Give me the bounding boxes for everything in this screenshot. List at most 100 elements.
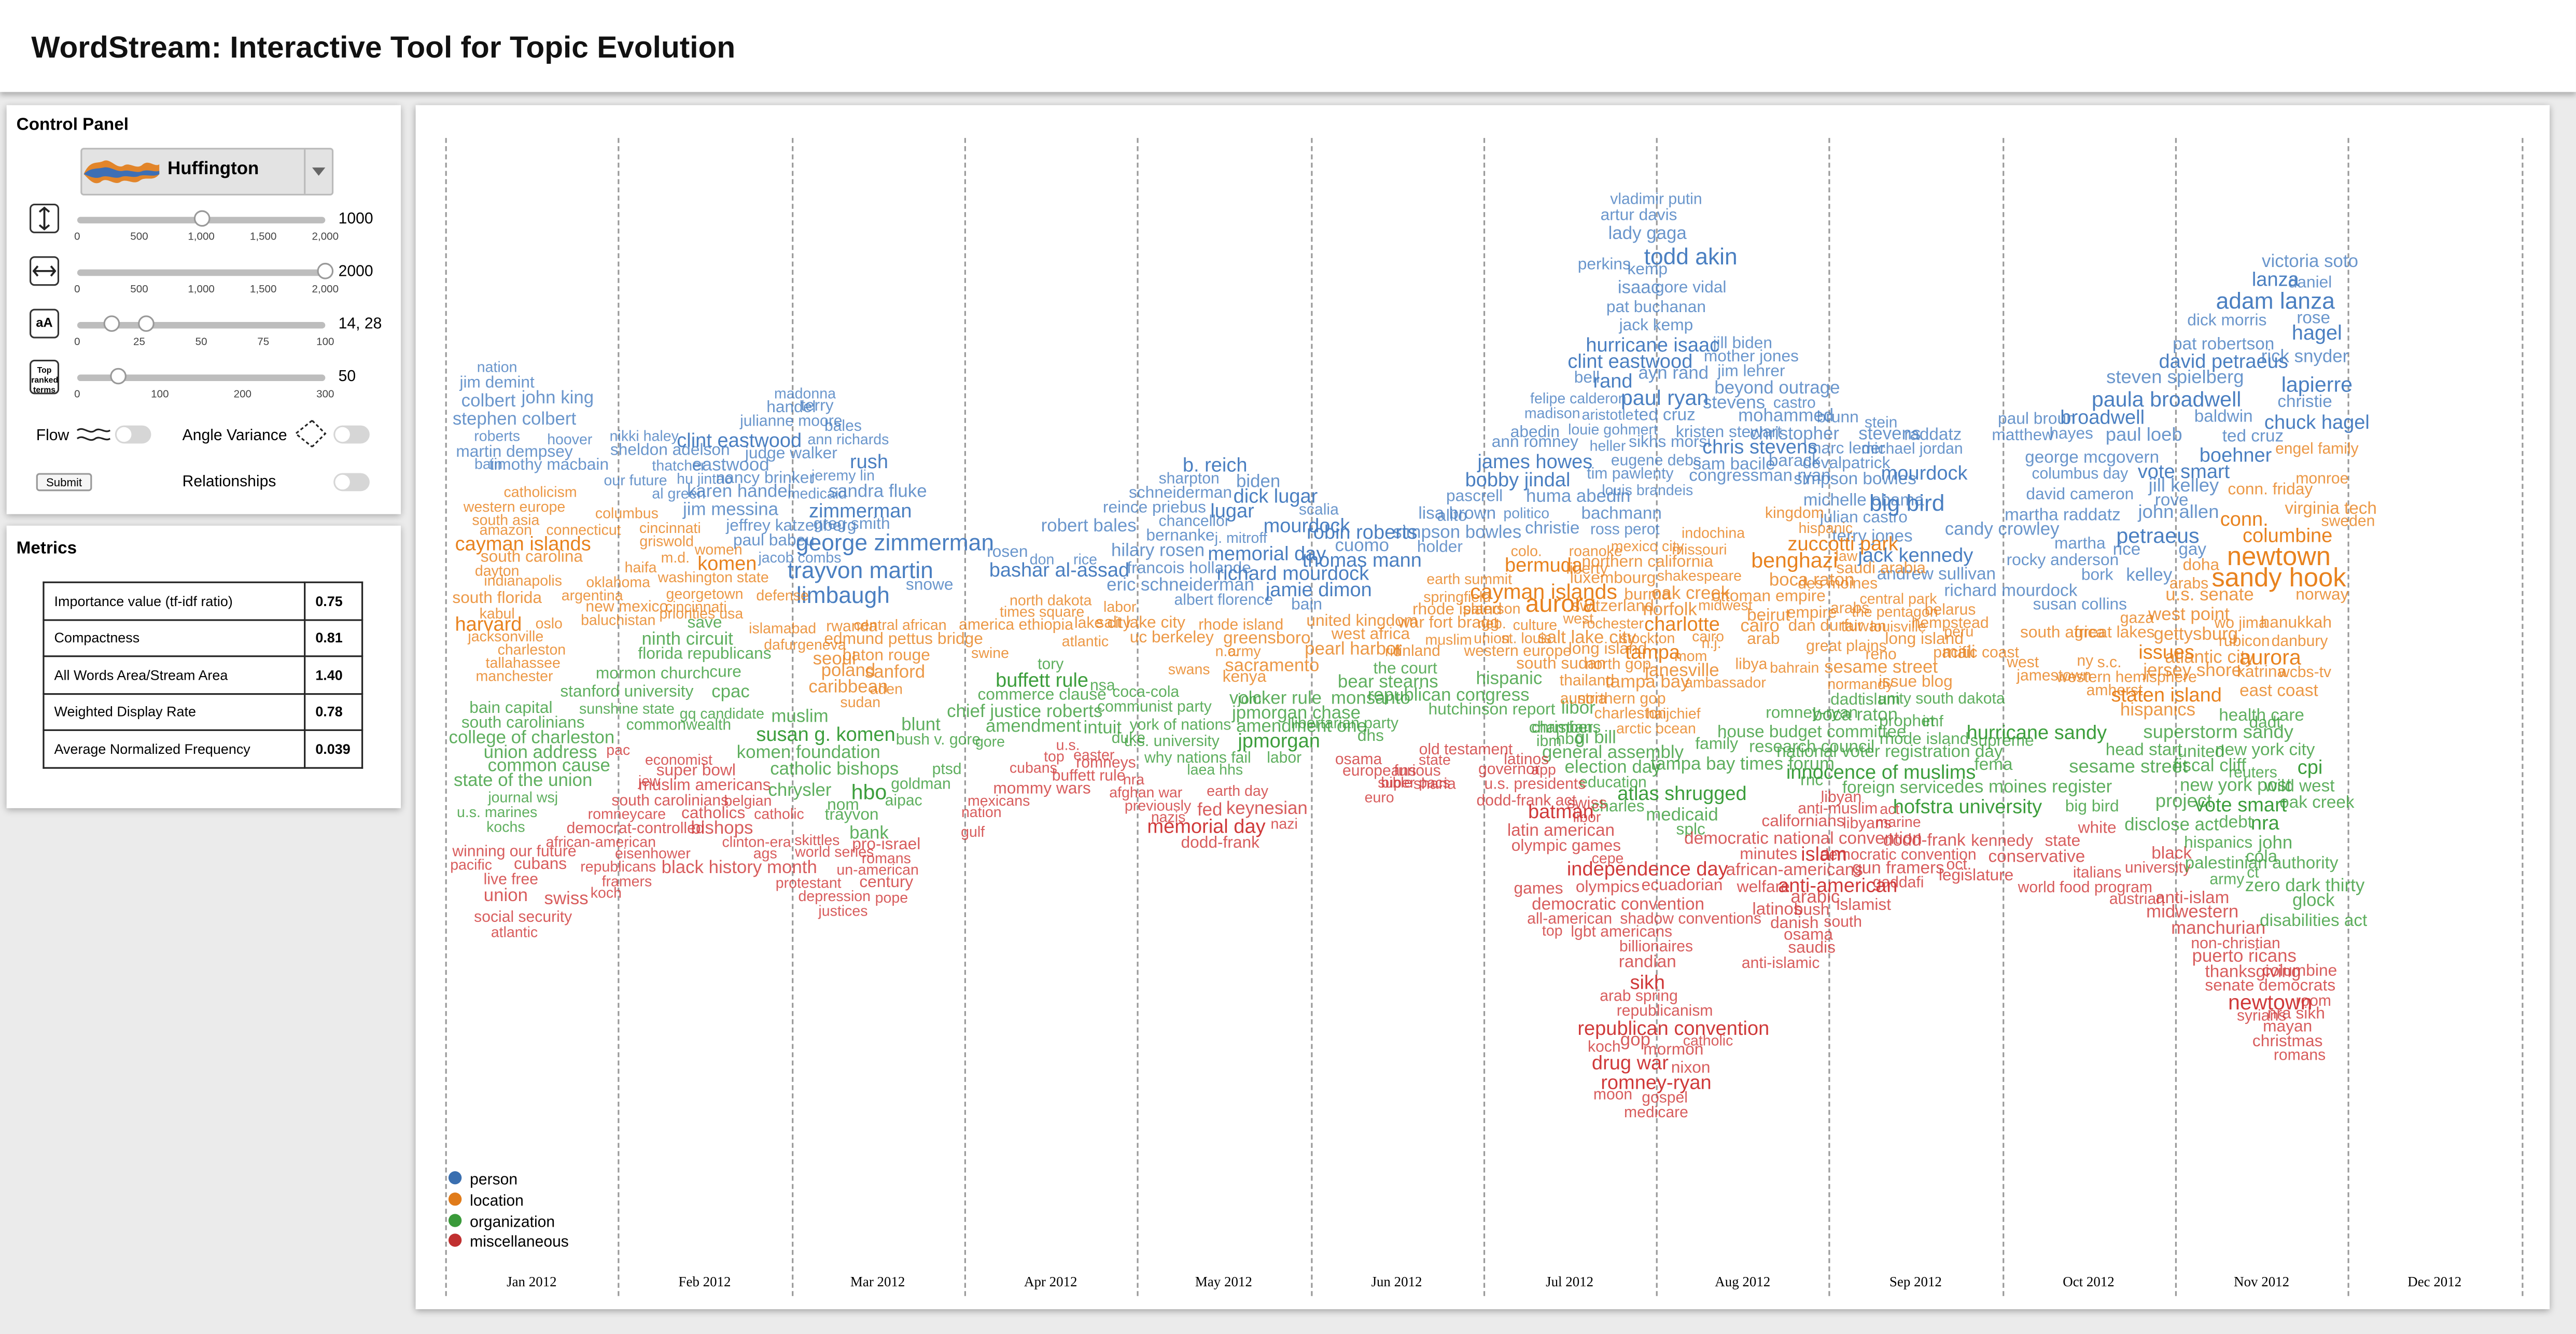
stream-word[interactable]: mother jones xyxy=(1703,348,1799,367)
stream-word[interactable]: old testament xyxy=(1419,741,1513,760)
stream-word[interactable]: columbine xyxy=(2243,524,2333,547)
font-size-max-thumb[interactable] xyxy=(138,315,155,332)
submit-button[interactable]: Submit xyxy=(36,473,92,492)
stream-word[interactable]: gaddafi xyxy=(1872,874,1924,893)
stream-word[interactable]: trayvon xyxy=(824,806,879,825)
stream-word[interactable]: great lakes xyxy=(2074,624,2155,642)
stream-word[interactable]: paul ryan xyxy=(1620,385,1709,410)
stream-word[interactable]: richard mourdock xyxy=(1944,581,2078,601)
stream-word[interactable]: komen foundation xyxy=(736,743,880,763)
stream-word[interactable]: dhs xyxy=(1357,727,1384,746)
stream-word[interactable]: manchurian xyxy=(2171,919,2266,939)
stream-word[interactable]: skittles xyxy=(794,832,840,849)
stream-word[interactable]: mormon church xyxy=(595,665,710,684)
stream-word[interactable]: united kingdom xyxy=(1306,612,1418,631)
stream-word[interactable]: hbo xyxy=(851,779,887,804)
stream-word[interactable]: isaac xyxy=(1617,278,1660,299)
stream-word[interactable]: coca-cola xyxy=(1112,683,1180,702)
stream-word[interactable]: boehner xyxy=(2199,443,2272,467)
stream-word[interactable]: robin roberts xyxy=(1307,521,1418,544)
stream-word[interactable]: victoria soto xyxy=(2262,252,2359,272)
stream-word[interactable]: rwanda xyxy=(826,618,877,636)
stream-word[interactable]: aden xyxy=(870,681,903,697)
stream-word[interactable]: jim demint xyxy=(459,374,535,393)
stream-word[interactable]: family xyxy=(1695,736,1739,754)
stream-word[interactable]: holder xyxy=(1417,539,1463,557)
stream-word[interactable]: bermuda xyxy=(1505,553,1583,577)
stream-word[interactable]: super bowl xyxy=(656,762,736,780)
stream-word[interactable]: jom xyxy=(1237,691,1262,707)
stream-word[interactable]: republicanism xyxy=(1616,1002,1713,1021)
stream-word[interactable]: greg smith xyxy=(813,515,890,534)
dataset-select[interactable]: Huffington xyxy=(80,148,334,196)
stream-word[interactable]: the pentagon xyxy=(1852,603,1938,621)
stream-word[interactable]: heller xyxy=(1589,438,1626,455)
stream-word[interactable]: bain xyxy=(1291,596,1322,614)
stream-word[interactable]: top xyxy=(1542,922,1563,939)
stream-word[interactable]: african-american xyxy=(545,833,656,850)
stream-word[interactable]: ny xyxy=(2077,652,2094,671)
stream-word[interactable]: colbert xyxy=(461,391,516,412)
stream-word[interactable]: volcker rule xyxy=(1229,689,1322,709)
stream-word[interactable]: raddatz xyxy=(1904,425,1962,445)
stream-word[interactable]: bear stearns xyxy=(1337,672,1438,693)
stream-word[interactable]: aurora xyxy=(1525,591,1597,619)
stream-word[interactable]: clint eastwood xyxy=(1567,349,1693,373)
stream-word[interactable]: african-americans xyxy=(1726,860,1864,880)
stream-word[interactable]: bahrain xyxy=(1770,659,1819,676)
stream-word[interactable]: adam lanza xyxy=(2216,287,2335,314)
stream-word[interactable]: midwestern xyxy=(2146,902,2239,923)
stream-word[interactable]: columbine xyxy=(2262,962,2337,981)
stream-word[interactable]: belgian xyxy=(724,792,772,809)
stream-word[interactable]: afghan war xyxy=(1109,784,1183,801)
stream-word[interactable]: tampa bay xyxy=(1605,672,1690,693)
stream-word[interactable]: furious xyxy=(1394,762,1441,781)
stream-word[interactable]: mourdock xyxy=(1263,514,1350,538)
stream-word[interactable]: politico xyxy=(1503,505,1550,522)
stream-word[interactable]: u.s. university xyxy=(1124,733,1220,751)
stream-word[interactable]: john xyxy=(2258,833,2293,853)
stream-word[interactable]: sudan xyxy=(840,694,881,711)
stream-word[interactable]: stevens xyxy=(1858,425,1921,445)
stream-word[interactable]: cpac xyxy=(711,682,750,703)
stream-word[interactable]: arabs xyxy=(2169,575,2209,594)
stream-word[interactable]: north dakota xyxy=(1009,592,1092,609)
stream-word[interactable]: indianapolis xyxy=(484,572,563,589)
stream-word[interactable]: matthew xyxy=(1992,427,2054,445)
stream-word[interactable]: libertarian party xyxy=(1291,715,1399,733)
stream-word[interactable]: innocence of muslims xyxy=(1786,760,1976,784)
stream-word[interactable]: nra xyxy=(2250,811,2279,835)
stream-word[interactable]: stockton xyxy=(1620,630,1675,647)
stream-word[interactable]: rose xyxy=(2297,308,2331,328)
stream-word[interactable]: economist xyxy=(645,751,712,768)
height-slider[interactable] xyxy=(77,210,326,227)
stream-word[interactable]: u.s. xyxy=(1056,736,1080,753)
stream-word[interactable]: beyond outrage xyxy=(1714,378,1840,399)
stream-word[interactable]: m.d. xyxy=(661,549,690,566)
stream-word[interactable]: edmund pettus bridge xyxy=(824,630,983,649)
stream-word[interactable]: jill kelley xyxy=(2148,476,2219,497)
stream-word[interactable]: baton rouge xyxy=(842,647,930,666)
stream-word[interactable]: stanford university xyxy=(560,683,694,701)
stream-word[interactable]: st. louis xyxy=(1501,630,1552,647)
stream-word[interactable]: room xyxy=(2295,992,2332,1011)
stream-word[interactable]: norway xyxy=(2295,586,2349,605)
stream-word[interactable]: bush xyxy=(1794,902,1830,920)
stream-word[interactable]: jacksonville xyxy=(468,628,544,645)
stream-word[interactable]: randian xyxy=(1618,952,1676,972)
stream-word[interactable]: candy crowley xyxy=(1944,519,2060,540)
stream-word[interactable]: wild west xyxy=(2264,776,2335,796)
stream-word[interactable]: eugene debs xyxy=(1611,452,1701,470)
stream-word[interactable]: n.c. xyxy=(1215,643,1239,660)
stream-word[interactable]: richard mourdock xyxy=(1216,561,1369,585)
stream-word[interactable]: pat buchanan xyxy=(1606,299,1706,317)
stream-word[interactable]: lapierre xyxy=(2281,372,2353,397)
stream-word[interactable]: mormon xyxy=(1643,1041,1704,1060)
stream-word[interactable]: vote smart xyxy=(2194,793,2287,817)
stream-word[interactable]: limbaugh xyxy=(796,581,890,608)
stream-word[interactable]: barack xyxy=(1768,451,1821,471)
stream-word[interactable]: monroe xyxy=(2295,470,2349,488)
stream-word[interactable]: nation xyxy=(477,359,517,375)
stream-word[interactable]: kemp xyxy=(1627,261,1668,279)
stream-word[interactable]: batman xyxy=(1528,799,1594,823)
